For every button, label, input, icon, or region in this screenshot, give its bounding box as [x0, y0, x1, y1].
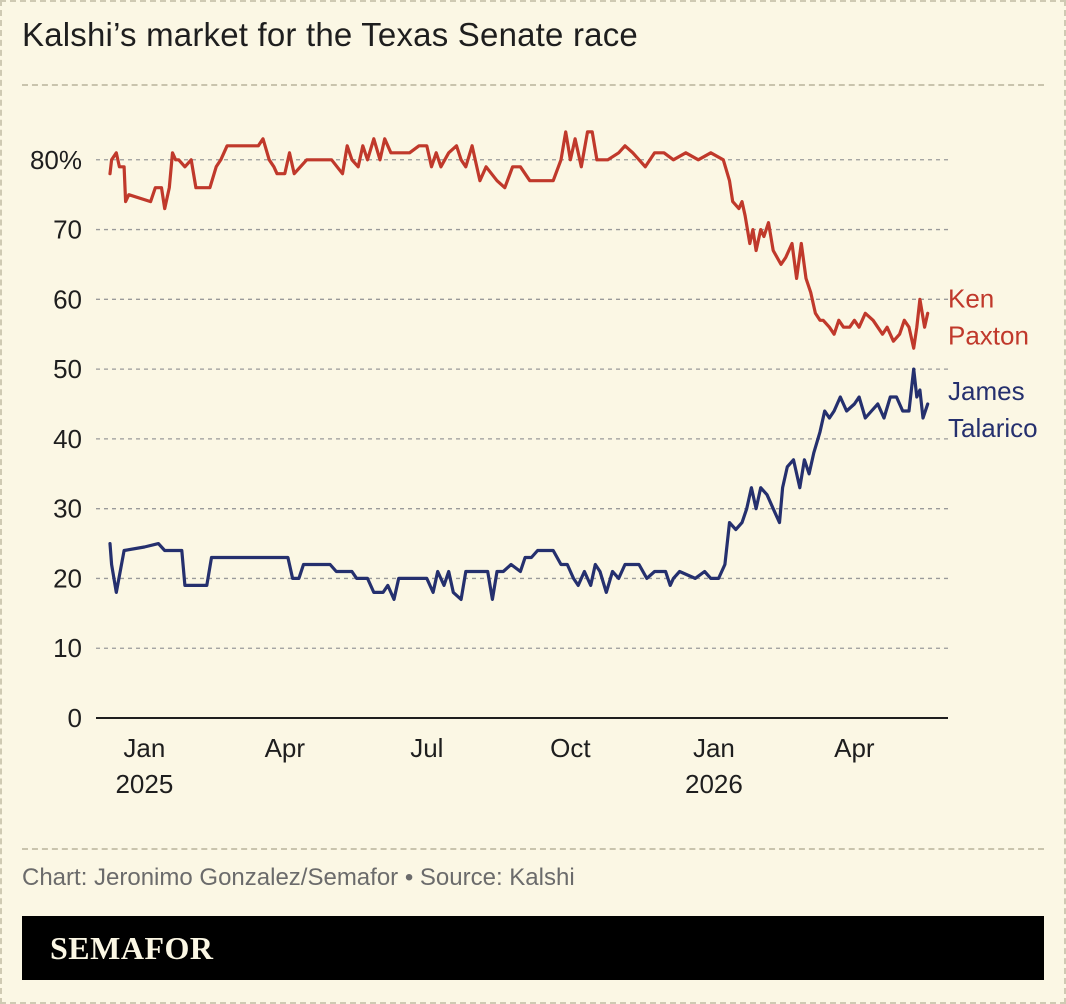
x-tick-label: Apr — [834, 733, 875, 763]
y-tick-label: 80% — [30, 145, 82, 175]
top-divider — [22, 84, 1044, 86]
x-tick-label: Jul — [410, 733, 443, 763]
series-label-talarico: James — [948, 376, 1025, 406]
axes: 0 10 20 30 40 50 60 70 80% Jan 2025 Apr Jul Oct Jan 202… — [30, 145, 948, 799]
y-tick-label: 70 — [53, 215, 82, 245]
brand-bar: SEMAFOR — [22, 916, 1044, 980]
x-tick-label: Oct — [550, 733, 591, 763]
chart-title: Kalshi’s market for the Texas Senate rac… — [22, 16, 638, 53]
series-label-talarico: Talarico — [948, 413, 1038, 443]
x-tick-label: Apr — [265, 733, 306, 763]
series-lines — [108, 130, 930, 601]
y-tick-label: 20 — [53, 563, 82, 593]
x-tick-year-label: 2026 — [685, 769, 743, 799]
x-tick-year-label: 2025 — [115, 769, 173, 799]
series-label-paxton: Paxton — [948, 320, 1029, 350]
bottom-divider — [22, 848, 1044, 850]
gridlines — [96, 159, 948, 649]
series-line-talarico — [108, 367, 930, 601]
y-tick-label: 40 — [53, 424, 82, 454]
y-tick-label: 60 — [53, 284, 82, 314]
chart-credit: Chart: Jeronimo Gonzalez/Semafor • Sourc… — [22, 864, 575, 891]
brand-logo: SEMAFOR — [50, 930, 214, 966]
x-tick-label: Jan — [693, 733, 735, 763]
y-tick-label: 50 — [53, 354, 82, 384]
series-label-paxton: Ken — [948, 283, 994, 313]
y-tick-label: 10 — [53, 633, 82, 663]
x-tick-label: Jan — [123, 733, 165, 763]
series-line-paxton — [108, 130, 930, 350]
y-tick-label: 30 — [53, 494, 82, 524]
y-tick-label: 0 — [68, 703, 82, 733]
series-labels: Ken Paxton James Talarico — [948, 283, 1038, 443]
